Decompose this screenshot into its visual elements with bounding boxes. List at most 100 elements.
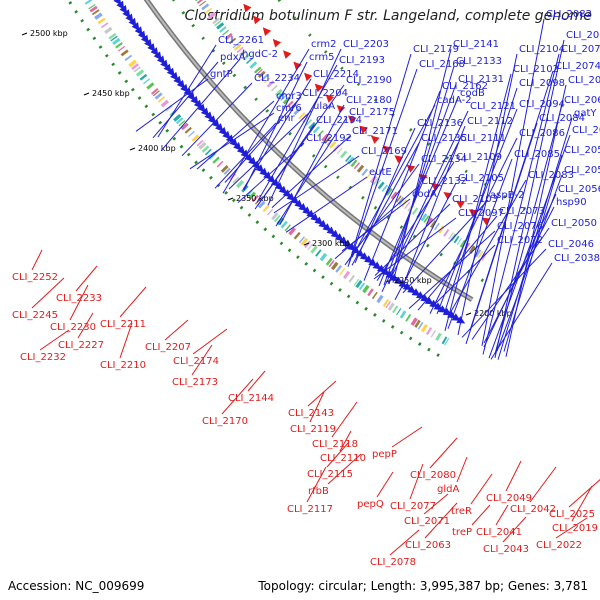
reverse-gene-arrow <box>293 61 302 71</box>
outer-gc-marker <box>124 79 129 84</box>
outer-feature-band <box>97 17 106 25</box>
inner-feature-band <box>430 220 437 228</box>
forward-gene-arrow <box>407 285 417 294</box>
forward-gene-leader <box>189 112 275 170</box>
reverse-gene-leader <box>495 504 509 526</box>
forward-gene-label: CLI_2132 <box>421 176 467 187</box>
inner-feature-band <box>381 184 388 192</box>
outer-gc-marker <box>427 347 431 352</box>
reverse-gene-label: CLI_2080 <box>410 470 456 481</box>
reverse-gene-arrow <box>370 135 380 144</box>
middle-gc-marker <box>191 23 195 28</box>
forward-gene-label: CLI_2171 <box>352 126 398 137</box>
outer-gc-marker <box>224 190 229 195</box>
middle-gc-marker <box>311 153 316 158</box>
forward-gene-arrow <box>372 261 382 270</box>
scale-label: 2400 kbp <box>138 144 176 153</box>
outer-gc-marker <box>436 353 440 357</box>
reverse-gene-label: CLI_2173 <box>172 377 218 388</box>
outer-feature-band <box>133 66 141 73</box>
reverse-gene-leader <box>568 478 600 508</box>
forward-gene-arrow <box>334 233 344 242</box>
forward-gene-label: CLI_2175 <box>349 107 395 118</box>
forward-gene-label: CLI_2076 <box>497 221 543 232</box>
outer-feature-band <box>371 291 378 300</box>
outer-gc-marker <box>390 324 395 329</box>
outer-feature-band <box>246 189 253 197</box>
forward-gene-leader <box>271 135 351 209</box>
forward-gene-label: CLI_2193 <box>339 55 385 66</box>
reverse-gene-leader <box>306 466 327 503</box>
forward-gene-leader <box>348 53 412 264</box>
reverse-gene-leader <box>307 380 337 407</box>
forward-gene-arrow <box>338 236 348 245</box>
reverse-gene-label: pepQ <box>357 499 384 510</box>
middle-gc-marker <box>232 73 237 78</box>
forward-gene-label: ulaA <box>313 101 335 112</box>
outer-feature-band <box>307 243 314 251</box>
forward-gene-arrow <box>398 279 408 288</box>
outer-feature-band <box>271 212 279 221</box>
forward-gene-leader <box>160 58 241 152</box>
reverse-gene-label: CLI_2119 <box>290 424 336 435</box>
forward-gene-leader <box>429 137 518 314</box>
scale-label: 2500 kbp <box>30 29 68 38</box>
outer-gc-marker <box>194 160 198 165</box>
forward-gene-leader <box>214 122 277 189</box>
forward-gene-arrow <box>160 59 169 69</box>
forward-gene-arrow <box>122 9 131 19</box>
inner-feature-band <box>264 77 271 84</box>
outer-feature-band <box>110 35 118 42</box>
forward-gene-leader <box>135 78 209 132</box>
inner-feature-band <box>448 232 454 240</box>
forward-gene-arrow <box>447 310 457 319</box>
outer-feature-band <box>201 145 210 153</box>
inner-feature-band <box>350 159 358 168</box>
outer-gc-marker <box>399 330 404 335</box>
forward-gene-label: CLI_2109 <box>456 152 502 163</box>
forward-gene-label: CLI_2072 <box>497 235 543 246</box>
inner-feature-band <box>254 66 262 74</box>
outer-feature-band <box>331 261 339 271</box>
reverse-gene-leader <box>470 473 493 505</box>
forward-gene-leader <box>408 230 496 309</box>
middle-gc-marker <box>243 85 247 90</box>
forward-gene-label: CLI_2204 <box>302 88 348 99</box>
reverse-gene-label: CLI_2232 <box>20 352 66 363</box>
forward-gene-label: aspB-2 <box>490 190 525 201</box>
outer-feature-band <box>298 236 305 244</box>
reverse-gene-leader <box>429 437 458 469</box>
reverse-gene-arrow <box>325 94 335 103</box>
outer-feature-band <box>251 194 259 203</box>
forward-gene-arrow <box>131 22 140 31</box>
forward-gene-leader <box>224 97 301 183</box>
inner-feature-band <box>459 239 467 248</box>
reverse-gene-leader <box>326 441 350 468</box>
outer-gc-marker <box>209 175 213 180</box>
reverse-gene-leader <box>75 265 98 292</box>
forward-gene-label: CLI_2056 <box>558 184 600 195</box>
outer-gc-marker <box>92 36 97 41</box>
outer-feature-band <box>84 0 93 5</box>
reverse-gene-leader <box>505 460 522 492</box>
forward-gene-leader <box>373 217 457 280</box>
forward-gene-label: codA <box>412 189 437 200</box>
forward-gene-label: pdxA <box>220 52 246 63</box>
inner-gc-marker <box>340 66 344 71</box>
inner-feature-band <box>274 88 283 97</box>
forward-gene-arrow <box>314 216 324 225</box>
forward-gene-arrow <box>411 288 421 296</box>
outer-feature-band <box>180 122 189 131</box>
inner-feature-band <box>361 168 369 176</box>
forward-gene-leader <box>494 104 563 355</box>
inner-feature-band <box>219 26 227 33</box>
reverse-gene-leader <box>192 328 228 355</box>
outer-feature-band <box>184 126 192 134</box>
outer-feature-band <box>223 167 231 175</box>
scale-label: 2300 kbp <box>312 239 350 248</box>
inner-feature-band <box>280 94 288 101</box>
forward-gene-label: CLI_2104 <box>519 44 565 55</box>
forward-gene-arrow <box>144 38 153 48</box>
inner-feature-band <box>453 235 460 244</box>
scale-tick <box>303 242 310 246</box>
